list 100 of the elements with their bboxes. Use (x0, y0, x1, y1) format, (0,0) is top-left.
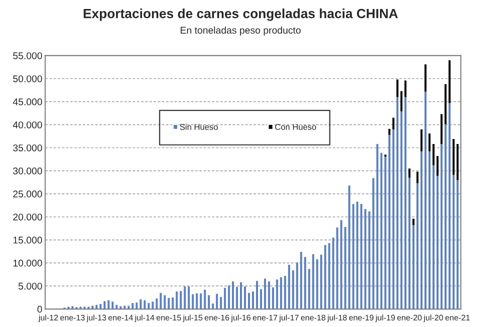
x-tick-label: jul-16 (230, 314, 250, 322)
bar (444, 124, 447, 310)
chart-subtitle: En toneladas peso producto (180, 26, 301, 36)
bar (136, 302, 138, 310)
bar (300, 252, 302, 310)
y-tick-label: 0 (37, 306, 42, 313)
bar (448, 103, 451, 310)
bar (236, 286, 238, 310)
bar (444, 84, 447, 124)
y-tick-label: 10.000 (13, 260, 42, 267)
bar (436, 176, 439, 310)
bar (260, 289, 262, 310)
bar (112, 302, 114, 310)
bar (384, 156, 386, 310)
bar (396, 80, 398, 98)
bar (448, 60, 451, 104)
bar (376, 144, 378, 310)
x-tick-label: jul-13 (86, 314, 106, 322)
bar (392, 118, 394, 130)
bar (388, 128, 390, 135)
x-tick-label: ene-13 (60, 314, 85, 320)
bar (148, 303, 150, 310)
bar (220, 297, 222, 310)
bar (228, 286, 230, 310)
x-tick-label: jul-17 (279, 314, 299, 322)
bar (440, 144, 443, 310)
bar (412, 225, 414, 310)
bar (276, 280, 278, 310)
bar (420, 151, 422, 310)
y-tick-label: 40.000 (12, 121, 42, 128)
bar (360, 204, 362, 310)
bar (452, 138, 455, 175)
bar (432, 165, 435, 310)
bar (412, 218, 414, 226)
bar (356, 202, 358, 310)
bar (144, 300, 146, 310)
bar (352, 204, 354, 310)
y-tick-label: 35.000 (13, 144, 42, 152)
bar (364, 209, 366, 310)
x-tick-label: ene-14 (108, 314, 133, 320)
bar (268, 281, 270, 310)
bar (420, 129, 422, 152)
bar (396, 97, 398, 310)
bar (400, 111, 402, 310)
bar (308, 268, 310, 310)
bar (272, 287, 274, 310)
bar (264, 278, 266, 310)
bar (404, 97, 406, 310)
bar (436, 156, 439, 176)
bar (428, 133, 431, 152)
bar (208, 295, 210, 310)
bar (304, 256, 306, 310)
bar (440, 114, 443, 144)
bar (184, 286, 186, 310)
y-tick-label: 15.000 (13, 236, 42, 244)
legend-label: Sin Hueso (180, 124, 218, 130)
bar (104, 301, 106, 310)
bar (108, 300, 110, 310)
bar (288, 264, 290, 310)
bar (164, 295, 166, 310)
bar (316, 259, 318, 310)
bar (240, 282, 242, 310)
bar (456, 144, 459, 180)
bar (372, 178, 374, 310)
bar (432, 144, 435, 166)
bar (200, 293, 202, 310)
bar (172, 297, 174, 310)
bar (336, 227, 338, 310)
chart-title: Exportaciones de carnes congeladas hacia CHINA (84, 8, 398, 21)
x-tick-label: jul-18 (327, 314, 347, 322)
bar (408, 168, 410, 178)
x-tick-label: ene-16 (204, 314, 230, 320)
x-tick-label: ene-17 (252, 314, 278, 320)
bar (204, 290, 206, 310)
bar (252, 292, 254, 310)
x-tick-label: jul-14 (134, 314, 154, 322)
y-tick-label: 5.000 (18, 282, 42, 290)
y-tick-label: 30.000 (13, 168, 42, 174)
bar (188, 286, 190, 310)
bar (324, 244, 326, 310)
y-tick-label: 45.000 (12, 98, 42, 106)
bar (424, 64, 426, 92)
bar (428, 151, 431, 310)
bar (388, 134, 390, 310)
bar (312, 254, 314, 310)
bar (284, 276, 286, 310)
bar (292, 270, 294, 310)
x-tick-label: ene-19 (349, 314, 374, 320)
bar (400, 91, 402, 112)
bar (160, 292, 162, 310)
x-tick-label: ene-15 (156, 314, 181, 320)
bar (452, 174, 455, 310)
y-tick-label: 25.000 (13, 190, 42, 198)
bar (416, 183, 418, 310)
x-tick-label: jul-15 (182, 314, 202, 322)
x-tick-label: jul-20 (423, 314, 444, 322)
bar (280, 277, 282, 310)
bar (156, 298, 158, 310)
bar (152, 302, 154, 310)
x-tick-label: ene-20 (397, 314, 422, 320)
